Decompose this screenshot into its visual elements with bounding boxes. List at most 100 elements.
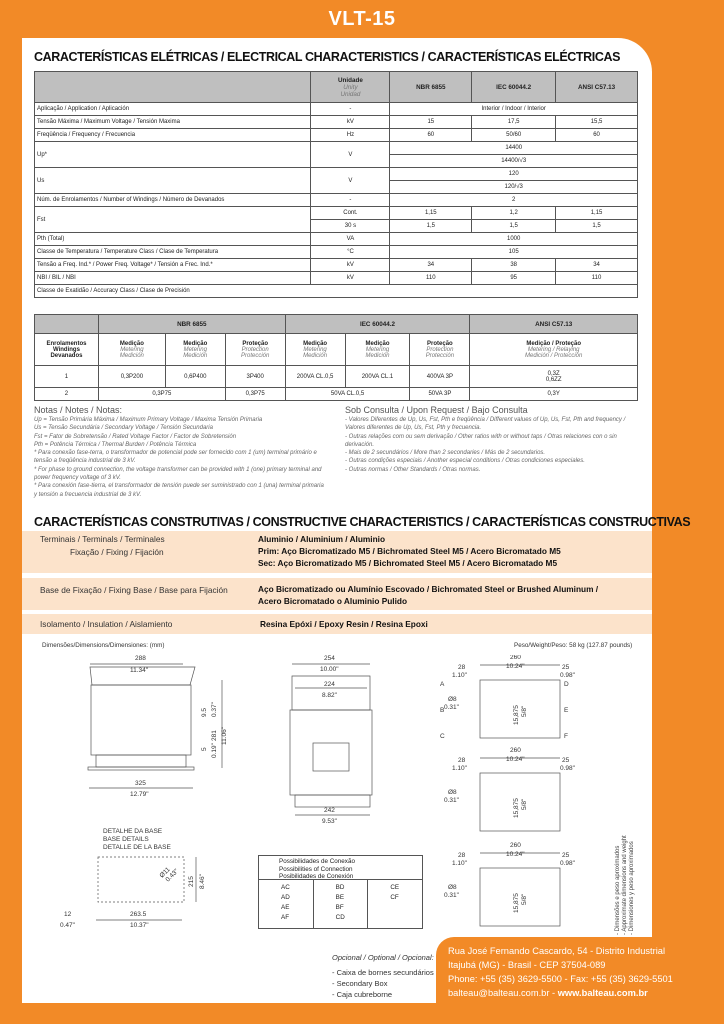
insulation-band: Isolamento / Insulation / Aislamiento Re… [22,614,652,634]
nbr-header: NBR 6855 [389,71,473,103]
approx-note: - Dimensões e peso aproximados - Approxim… [615,835,635,935]
svg-text:9.5: 9.5 [201,708,208,717]
dimension-label: 0.98" [560,860,576,867]
svg-text:254: 254 [324,655,335,662]
constructive-heading: CARACTERÍSTICAS CONSTRUTIVAS / CONSTRUCT… [34,515,691,529]
table-row: Fst Cont. 1,15 1,2 1,15 [33,206,638,233]
svg-text:215: 215 [188,876,195,887]
page-title: VLT-15 [328,8,396,30]
table-row: Núm. de Enrolamentos / Number of Winding… [33,193,638,207]
table-row: Aplicação / Application / Aplicación - Int… [33,102,638,116]
dimension-label: 0.98" [560,765,576,772]
svg-text:10.00": 10.00" [320,666,339,673]
dimension-label: 15,875 [513,798,520,818]
company-address: Rua José Fernando Cascardo, 54 - Distrit… [436,937,724,1007]
dimension-label: 0.31" [444,797,460,804]
dimension-label: 15,875 [513,893,520,913]
svg-text:0.47": 0.47" [60,922,76,929]
svg-text:5: 5 [201,747,208,751]
dimension-label: 0.31" [444,704,460,711]
email-link[interactable]: balteau@balteau.com.br [448,988,550,998]
dimension-label: 15,875 [513,705,520,725]
svg-text:A: A [440,681,445,688]
website-link[interactable]: www.balteau.com.br [557,988,648,998]
table-row: Us V 120 [33,167,638,194]
dimension-label: 0.31" [444,892,460,899]
dimension-label: 1.10" [452,860,468,867]
unit-header: Unidade Unity Unidad [310,71,391,103]
svg-text:263.5: 263.5 [130,911,147,918]
dimension-label: 5/8" [521,705,528,717]
dimension-label: 260 [510,655,521,661]
svg-text:12: 12 [64,911,72,918]
svg-text:0.37": 0.37" [211,701,218,717]
svg-text:242: 242 [324,807,335,814]
svg-text:288: 288 [135,655,146,662]
dimension-label: 10.24" [506,756,525,763]
dimension-label: 28 [458,852,466,859]
dimension-label: 28 [458,757,466,764]
top-view-1 [479,679,561,739]
notes: Notas / Notes / Notas: Up = Tensão Primá… [34,405,324,498]
side-view-body [90,684,192,756]
svg-text:BASE DETAILS: BASE DETAILS [103,836,149,843]
table-row: Up* V 14400 [33,141,638,168]
svg-text:C: C [440,733,445,740]
svg-text:D: D [564,681,569,688]
dimension-label: 5/8" [521,798,528,810]
dimension-label: 0.98" [560,672,576,679]
svg-text:11.34": 11.34" [130,667,149,674]
upon-request: Sob Consulta / Upon Request / Bajo Consu… [345,405,626,473]
table-row: 2 0,3P75 0,3P75 50VA CL.0,5 50VA 3P 0,3Y [34,387,638,401]
dimension-label: 25 [562,664,570,671]
dimension-label: 25 [562,757,570,764]
dimension-label: Ø8 [448,789,457,796]
connection-possibilities: Possibilidades de Conexão Possibilities o… [258,855,423,929]
dimension-label: 1.10" [452,765,468,772]
terminals-band: Terminais / Terminals / Terminales Fixaç… [22,531,652,573]
weight-label: Peso/Weight/Peso: 58 kg (127.87 pounds) [514,642,633,649]
dimension-label: Ø8 [448,884,457,891]
electrical-heading: CARACTERÍSTICAS ELÉTRICAS / ELECTRICAL C… [34,50,621,64]
table-row: Classe de Exatidão / Accuracy Class / Cl… [34,284,638,298]
svg-text:9.53": 9.53" [322,818,338,825]
dimension-label: 10.24" [506,851,525,858]
dimension-drawings: 288 11.34" 325 12.79" 9.5 0.37" 281 11.06" 5… [60,655,373,929]
electrical-table: Unidade Unity Unidad NBR 6855 IEC 60044.2 ANS… [33,71,638,298]
svg-text:10.37": 10.37" [130,922,149,929]
table-row: Classe de Temperatura / Temperature Clas… [33,245,638,259]
dimensions-label: Dimensões/Dimensions/Dimensiones: (mm) [42,642,165,649]
top-view-3 [479,867,561,927]
front-view-body [289,709,373,796]
table-row: Tensão a Freq. Ind.* / Power Freq. Volta… [33,258,638,272]
table-row: Pth (Total) VA 1000 [33,232,638,246]
iec-header: IEC 60044.2 [471,71,557,103]
svg-text:224: 224 [324,681,335,688]
table-row: NBI / BIL / NBI kV 110 95 110 [33,271,638,285]
svg-text:12.79": 12.79" [130,791,149,798]
table-row: 1 0,3P200 0,6P400 3P400 200VA CL.0,5 200VA CL… [34,365,638,388]
svg-text:8.46": 8.46" [199,873,206,889]
svg-text:F: F [564,733,568,740]
svg-text:DETALHE DA BASE: DETALHE DA BASE [103,828,163,835]
table-row: Tensão Máxima / Maximum Voltage / Tensió… [33,115,638,129]
top-view-2 [479,772,561,832]
dimension-label: 1.10" [452,672,468,679]
base-band: Base de Fixação / Fixing Base / Base par… [22,578,652,610]
dimension-label: 260 [510,747,521,754]
svg-text:11.06": 11.06" [221,726,228,745]
accuracy-table: NBR 6855 IEC 60044.2 ANSI C57.13 Enrolamen… [34,314,638,401]
svg-text:281: 281 [211,730,218,741]
dimension-label: 260 [510,842,521,849]
svg-text:8.82": 8.82" [322,692,338,699]
svg-text:DETALLE DE LA BASE: DETALLE DE LA BASE [103,844,171,851]
svg-text:325: 325 [135,780,146,787]
svg-text:0.19": 0.19" [211,742,218,758]
dimension-label: 10.24" [506,663,525,670]
ansi-header: ANSI C57.13 [555,71,638,103]
table-row: Freqüência / Frequency / Frecuencia Hz 60 5… [33,128,638,142]
svg-text:B: B [440,707,444,714]
optional-box: Opcional / Optional / Opcional: - Caixa … [332,953,434,999]
dimension-label: 25 [562,852,570,859]
